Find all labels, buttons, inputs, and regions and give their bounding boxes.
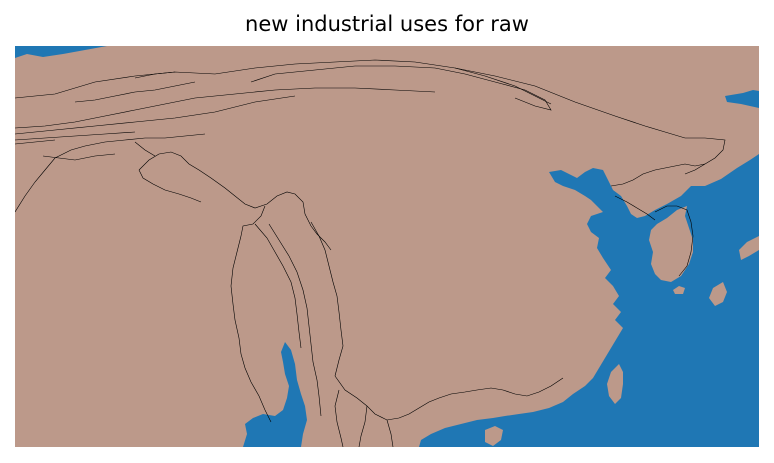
sea-southwest [243,342,307,447]
map-title: new industrial uses for raw [245,12,529,36]
island-hainan [485,426,503,446]
island-jeju [673,286,685,294]
sea-east [419,154,759,447]
sea-northwest [15,46,107,58]
country-borders [15,59,726,447]
island-japan-kyushu [709,282,727,306]
sea-northeast-inlet [725,90,759,108]
island-japan-west [739,236,759,260]
map-frame [15,46,759,447]
island-taiwan [607,364,623,404]
map-canvas [15,46,759,447]
